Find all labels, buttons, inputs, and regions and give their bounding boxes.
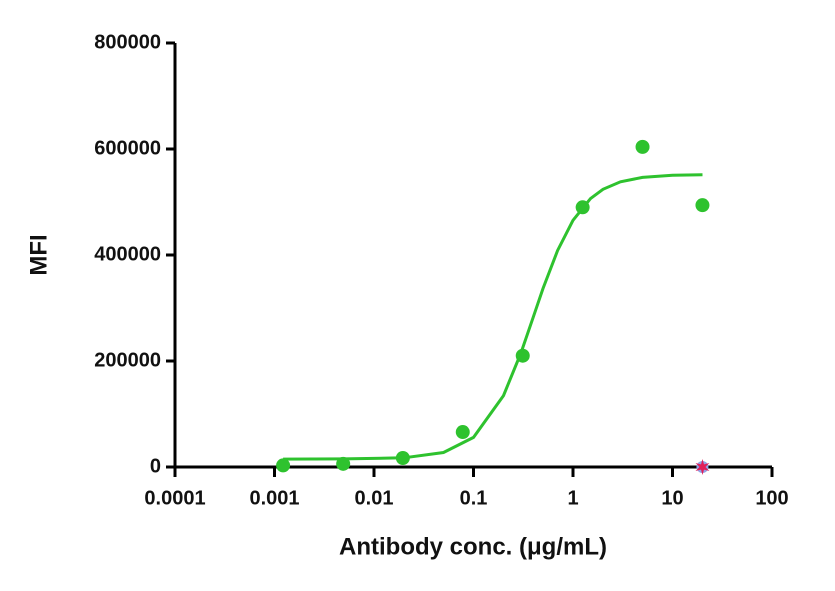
y-tick-label: 0 (150, 455, 161, 477)
fit-curve (283, 173, 703, 461)
y-tick-label: 800000 (94, 31, 161, 53)
x-tick-label: 0.001 (249, 487, 299, 509)
x-tick-label: 0.0001 (144, 487, 205, 509)
x-tick-label: 0.01 (355, 487, 394, 509)
x-tick-label: 0.1 (460, 487, 488, 509)
point (695, 198, 710, 213)
y-axis-title: MFI (25, 234, 52, 275)
y-tick-label: 400000 (94, 243, 161, 265)
x-tick-label: 1 (567, 487, 578, 509)
x-tick-label: 100 (755, 487, 788, 509)
point (635, 139, 650, 154)
x-axis-title: Antibody conc. (μg/mL) (339, 533, 607, 560)
x-tick-label: 10 (661, 487, 683, 509)
point (276, 458, 291, 473)
y-tick-label: 600000 (94, 137, 161, 159)
y-tick-label: 200000 (94, 349, 161, 371)
point (455, 425, 470, 440)
star-point (695, 459, 710, 475)
